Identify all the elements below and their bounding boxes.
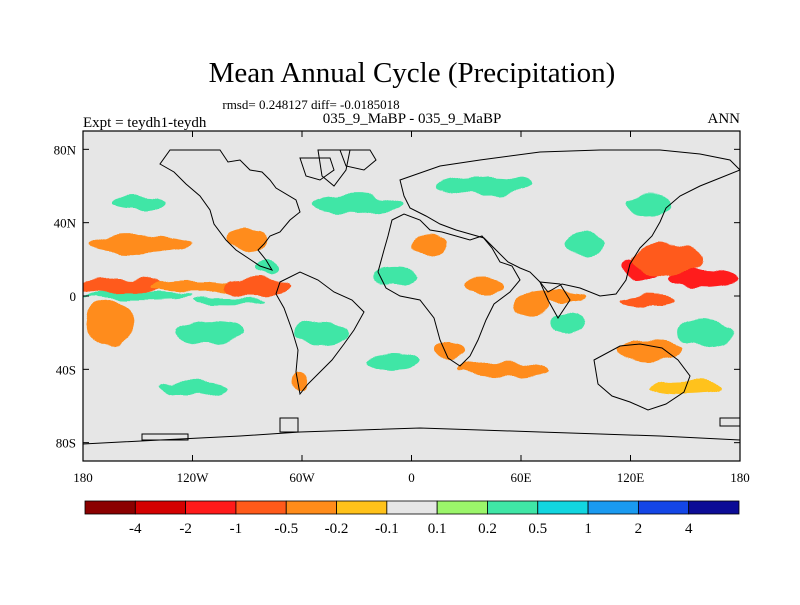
colorbar-box bbox=[637, 500, 690, 515]
anomaly-region bbox=[548, 312, 585, 335]
anomaly-fields bbox=[83, 176, 740, 395]
colorbar-box bbox=[185, 500, 237, 515]
colorbar-label: -0.5 bbox=[274, 521, 298, 537]
anomaly-region bbox=[626, 195, 671, 214]
y-tick-label: 40N bbox=[54, 216, 77, 231]
anomaly-region bbox=[621, 294, 677, 306]
x-tick-label: 60W bbox=[289, 470, 315, 485]
colorbar-label: 1 bbox=[584, 521, 592, 537]
y-tick-label: 80S bbox=[56, 436, 76, 451]
anomaly-region bbox=[83, 279, 160, 295]
colorbar-box bbox=[537, 500, 589, 515]
colorbar-box bbox=[587, 500, 639, 515]
anomaly-region bbox=[83, 292, 193, 300]
y-tick-label: 40S bbox=[56, 362, 76, 377]
y-tick-label: 80N bbox=[54, 142, 77, 157]
x-tick-label: 120E bbox=[617, 470, 645, 485]
colorbar-box bbox=[688, 500, 740, 515]
experiment-label: Expt = teydh1-teydh bbox=[83, 115, 207, 131]
anomaly-region bbox=[630, 244, 704, 274]
colorbar-box bbox=[336, 500, 388, 515]
colorbar-box bbox=[386, 500, 438, 515]
season-label: ANN bbox=[708, 111, 741, 127]
chart-subtitle: 035_9_MaBP - 035_9_MaBP bbox=[323, 111, 502, 127]
colorbar-label: -0.1 bbox=[375, 521, 399, 537]
anomaly-region bbox=[676, 318, 731, 348]
anomaly-region bbox=[466, 279, 503, 295]
coastlines bbox=[83, 149, 740, 445]
colorbar-label: -4 bbox=[129, 521, 142, 537]
chart-title: Mean Annual Cycle (Precipitation) bbox=[209, 57, 616, 89]
colorbar-box bbox=[285, 500, 337, 515]
y-axis: 80N 40N 0 40S 80S bbox=[54, 142, 740, 451]
colorbar-label: -1 bbox=[230, 521, 243, 537]
anomaly-region bbox=[562, 233, 607, 256]
anomaly-region bbox=[411, 233, 448, 256]
x-axis: 180 120W 60W 0 60E 120E 180 bbox=[73, 131, 750, 485]
colorbar-box bbox=[235, 500, 287, 515]
colorbar-label: -0.2 bbox=[325, 521, 349, 537]
anomaly-region bbox=[223, 279, 290, 295]
anomaly-region bbox=[438, 176, 531, 196]
colorbar-label: 4 bbox=[685, 521, 693, 537]
colorbar-box bbox=[487, 500, 539, 515]
x-tick-label: 120W bbox=[177, 470, 210, 485]
anomaly-region bbox=[177, 321, 244, 344]
colorbar-label: 2 bbox=[635, 521, 643, 537]
colorbar-box bbox=[436, 500, 488, 515]
anomaly-region bbox=[86, 235, 189, 254]
anomaly-region bbox=[530, 290, 585, 302]
colorbar-label: 0.5 bbox=[528, 521, 547, 537]
colorbar-label: -2 bbox=[179, 521, 192, 537]
anomaly-region bbox=[615, 340, 682, 362]
anomaly-region bbox=[311, 195, 403, 214]
anomaly-region bbox=[292, 319, 348, 346]
stats-text: rmsd= 0.248127 diff= -0.0185018 bbox=[222, 97, 399, 112]
x-tick-label: 0 bbox=[408, 470, 415, 485]
colorbar: -4 -2 -1 -0.5 -0.2 -0.1 0.1 0.2 0.5 1 2 4 bbox=[84, 500, 740, 537]
x-tick-label: 60E bbox=[511, 470, 532, 485]
x-tick-label: 180 bbox=[730, 470, 750, 485]
anomaly-region bbox=[457, 362, 549, 377]
anomaly-region bbox=[156, 380, 229, 395]
anomaly-region bbox=[146, 281, 239, 293]
anomaly-region bbox=[667, 268, 740, 287]
anomaly-region bbox=[225, 230, 270, 252]
anomaly-region bbox=[192, 296, 266, 304]
y-tick-label: 0 bbox=[70, 289, 77, 304]
colorbar-label: 0.1 bbox=[428, 521, 447, 537]
anomaly-region bbox=[365, 351, 421, 370]
anomaly-region bbox=[110, 197, 166, 212]
anomaly-region bbox=[433, 341, 463, 361]
anomaly-region bbox=[84, 301, 136, 346]
colorbar-label: 0.2 bbox=[478, 521, 497, 537]
x-tick-label: 180 bbox=[73, 470, 93, 485]
colorbar-box bbox=[134, 500, 187, 515]
colorbar-box bbox=[84, 500, 136, 515]
